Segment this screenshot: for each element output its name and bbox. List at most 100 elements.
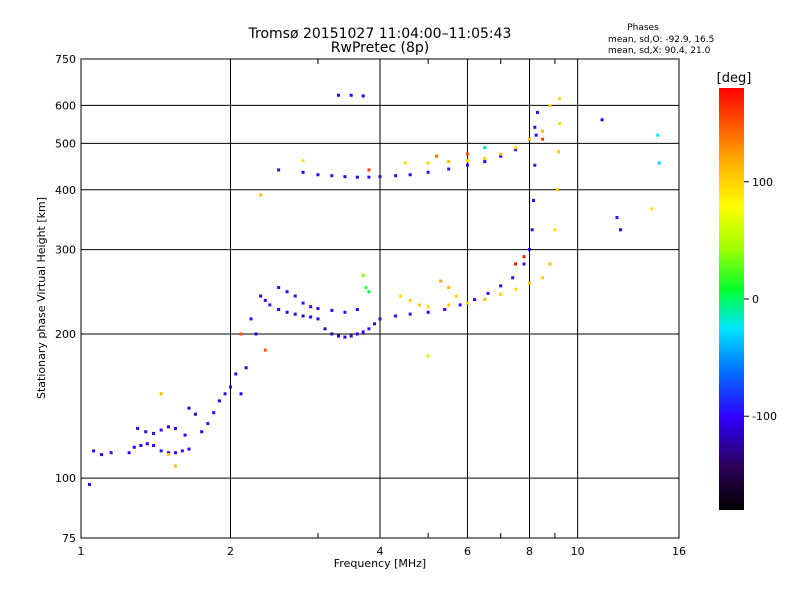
echo-point <box>483 298 487 302</box>
echo-point <box>465 163 469 167</box>
echo-point <box>127 451 131 455</box>
echo-point <box>511 276 515 280</box>
echo-point <box>152 431 156 435</box>
echo-point <box>217 399 221 403</box>
echo-point <box>92 449 96 453</box>
echo-point <box>361 330 365 334</box>
echo-point <box>268 303 272 307</box>
echo-point <box>399 294 403 298</box>
echo-point <box>337 334 341 338</box>
echo-point <box>277 307 281 311</box>
echo-point <box>447 286 451 290</box>
y-tick-label: 300 <box>55 244 76 257</box>
echo-point <box>330 174 334 178</box>
echo-point <box>514 148 518 152</box>
x-tick-label: 6 <box>464 545 471 558</box>
colorbar-tick-label: 100 <box>752 176 773 189</box>
echo-point <box>465 152 469 156</box>
x-axis-label: Frequency [MHz] <box>334 557 426 570</box>
echo-point <box>316 307 320 311</box>
echo-point <box>426 161 430 165</box>
echo-point <box>239 332 243 336</box>
echo-point <box>316 317 320 321</box>
echo-point <box>394 314 398 318</box>
echo-point <box>656 133 660 137</box>
x-tick-label: 16 <box>672 545 686 558</box>
echo-point <box>349 93 353 97</box>
echo-point <box>349 334 353 338</box>
echo-point <box>234 372 238 376</box>
echo-point <box>166 425 170 429</box>
echo-point <box>439 279 443 283</box>
echo-point <box>183 433 187 437</box>
echo-point <box>499 284 503 288</box>
echo-point <box>361 273 365 277</box>
y-tick-label: 100 <box>55 472 76 485</box>
echo-point <box>277 286 281 290</box>
phase-stats-o: mean, sd,O: -92.9, 16.5 <box>608 35 714 45</box>
y-tick-label: 600 <box>55 99 76 112</box>
echo-point <box>532 198 536 202</box>
echo-point <box>483 146 487 150</box>
echo-point <box>293 294 297 298</box>
echo-point <box>223 392 227 396</box>
echo-point <box>259 294 263 298</box>
y-axis-label: Stationary phase Virtual Height [km] <box>35 197 48 399</box>
echo-point <box>535 110 539 114</box>
echo-point <box>316 173 320 177</box>
echo-point <box>435 154 439 158</box>
y-tick-label: 750 <box>55 53 76 66</box>
colorbar-tick-label: -100 <box>752 410 777 423</box>
echo-point <box>426 310 430 314</box>
echo-point <box>293 312 297 316</box>
echo-point <box>259 193 263 197</box>
echo-point <box>465 301 469 305</box>
echo-point <box>426 305 430 309</box>
echo-point <box>144 430 148 434</box>
echo-point <box>548 262 552 266</box>
echo-point <box>426 170 430 174</box>
echo-point <box>355 307 359 311</box>
echo-point <box>166 453 170 457</box>
echo-point <box>159 449 163 453</box>
echo-point <box>548 103 552 107</box>
echo-point <box>553 228 557 232</box>
echo-point <box>528 281 531 285</box>
echo-point <box>301 314 305 318</box>
axis-ticks: 1 2 4 6 8 10 16 75 100 200 300 400 500 600 750 <box>55 53 686 558</box>
echo-point <box>212 411 216 415</box>
echo-point <box>367 168 371 172</box>
echo-point <box>330 308 334 312</box>
grid-lines <box>81 59 679 538</box>
echo-point <box>541 129 545 133</box>
echo-point <box>193 412 197 416</box>
echo-point <box>174 464 178 468</box>
echo-point <box>364 286 368 290</box>
echo-point <box>187 447 191 451</box>
echo-point <box>528 137 531 141</box>
echo-point <box>367 175 371 179</box>
echo-point <box>239 392 243 396</box>
echo-point <box>229 385 232 389</box>
echo-point <box>486 291 490 295</box>
chart-title: Tromsø 20151027 11:04:00–11:05:43 <box>248 26 512 42</box>
echo-point <box>408 298 412 302</box>
echo-point <box>174 426 178 430</box>
echo-point <box>558 122 562 126</box>
echo-point <box>533 125 537 129</box>
echo-point <box>499 154 503 158</box>
echo-point <box>373 322 377 326</box>
y-tick-label: 500 <box>55 137 76 150</box>
echo-point <box>100 453 104 457</box>
echo-point <box>408 312 412 316</box>
data-points <box>87 93 661 486</box>
echo-point <box>619 228 623 232</box>
echo-point <box>454 294 458 298</box>
echo-point <box>483 156 487 160</box>
echo-point <box>323 327 327 331</box>
colorbar-tick-label: 0 <box>752 293 759 306</box>
echo-point <box>443 307 447 311</box>
echo-point <box>263 298 267 302</box>
echo-point <box>534 133 538 137</box>
echo-point <box>136 426 140 430</box>
